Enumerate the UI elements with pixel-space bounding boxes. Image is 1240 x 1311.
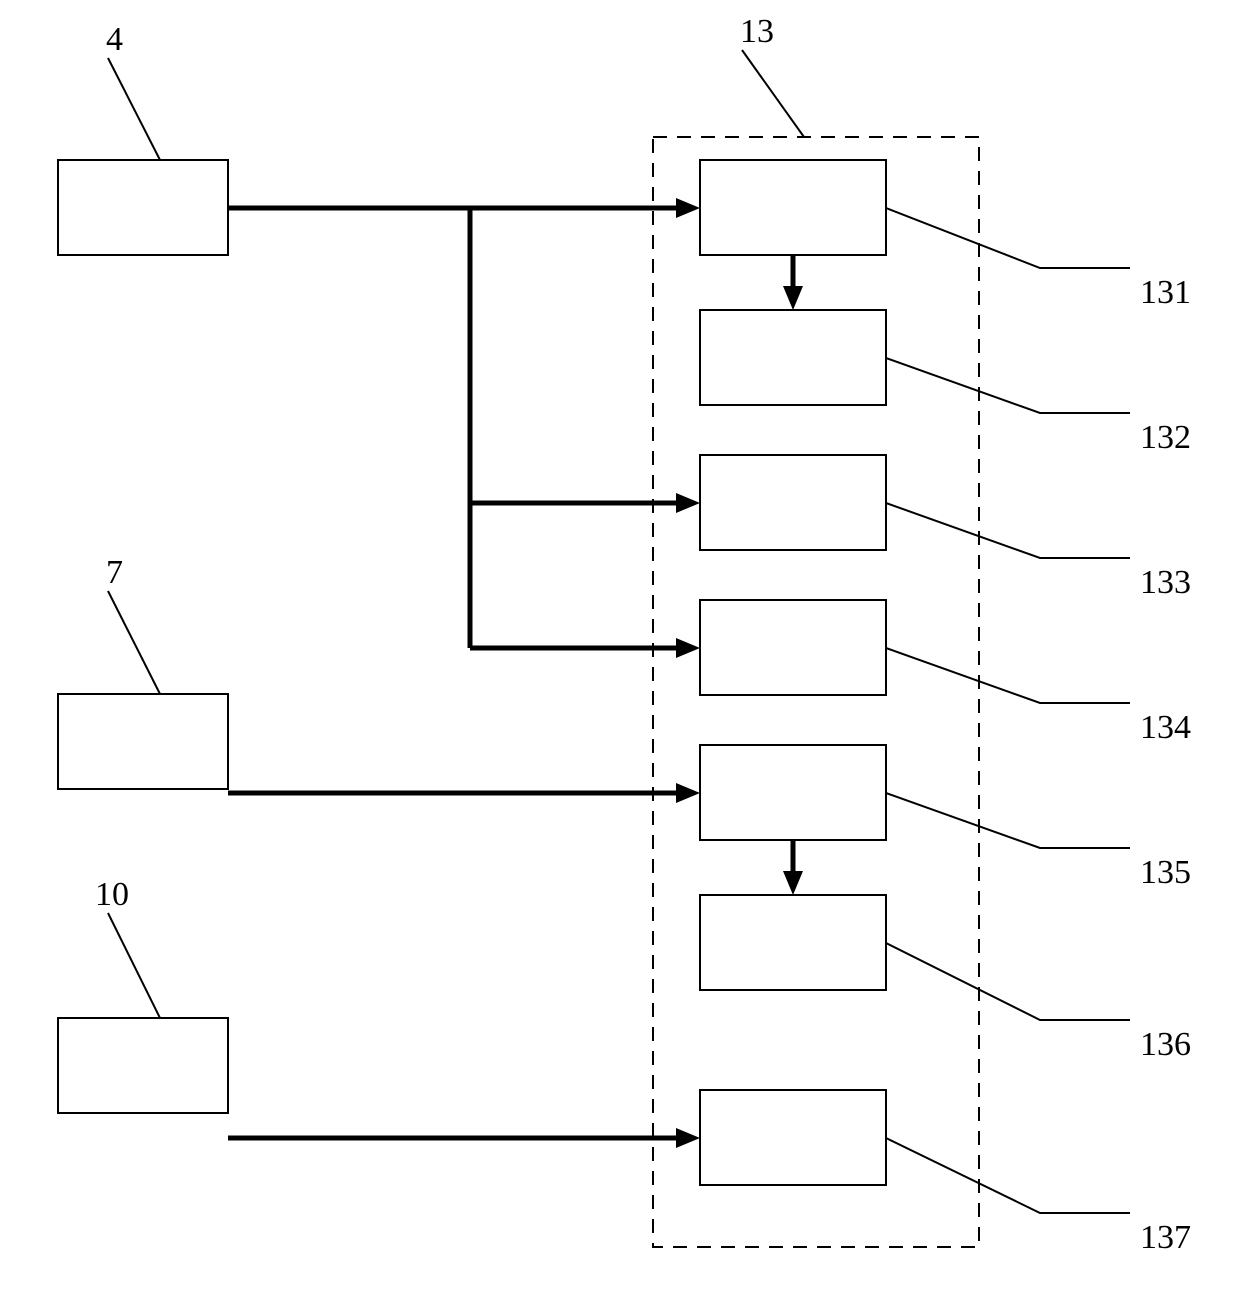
labels.l13: 13 [740,13,774,50]
box-r134 [700,600,886,695]
labels.l137: 137 [1140,1219,1191,1256]
container-13 [653,137,979,1247]
arrowhead [676,198,700,218]
box-r135 [700,745,886,840]
leader-ld134 [886,648,1130,703]
leader-ld135 [886,793,1130,848]
leader-ld10 [108,913,160,1018]
box-r131 [700,160,886,255]
labels.l132: 132 [1140,419,1191,456]
labels.l135: 135 [1140,854,1191,891]
arrowhead [676,638,700,658]
labels.l136: 136 [1140,1026,1191,1063]
arrowhead [676,783,700,803]
labels.l4: 4 [106,21,123,58]
arrowhead [676,1128,700,1148]
box-7 [58,694,228,789]
arrowhead [676,493,700,513]
leader-ld4 [108,58,160,160]
arrowhead [783,286,803,310]
labels.l134: 134 [1140,709,1191,746]
labels.l133: 133 [1140,564,1191,601]
box-10 [58,1018,228,1113]
leader-ld13 [742,50,804,137]
leader-ld132 [886,358,1130,413]
labels.l7: 7 [106,554,123,591]
labels.l10: 10 [95,876,129,913]
box-r132 [700,310,886,405]
leader-ld131 [886,208,1130,268]
box-r136 [700,895,886,990]
box-r133 [700,455,886,550]
arrowhead [783,871,803,895]
box-4 [58,160,228,255]
labels.l131: 131 [1140,274,1191,311]
leader-ld136 [886,943,1130,1020]
leader-ld7 [108,591,160,694]
leader-ld137 [886,1138,1130,1213]
leader-ld133 [886,503,1130,558]
box-r137 [700,1090,886,1185]
